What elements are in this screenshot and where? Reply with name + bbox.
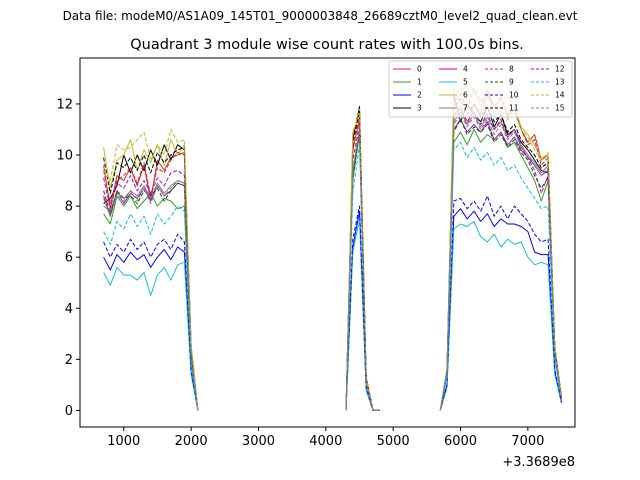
y-tick-label: 10 [56, 149, 73, 164]
legend-label-10: 10 [509, 91, 519, 100]
legend-label-8: 8 [509, 65, 514, 74]
x-tick-label: 7000 [511, 434, 544, 449]
y-tick-label: 2 [65, 353, 73, 368]
y-tick-label: 6 [65, 251, 73, 266]
series-11-line [103, 146, 199, 411]
series-12-line [103, 169, 199, 411]
legend-label-15: 15 [555, 104, 565, 113]
legend-label-5: 5 [463, 78, 468, 87]
x-axis: 1000 2000 3000 4000 5000 6000 7000 [107, 427, 544, 449]
chart-title: Quadrant 3 module wise count rates with … [130, 37, 524, 53]
legend-label-1: 1 [417, 78, 422, 87]
legend-label-7: 7 [463, 104, 468, 113]
series-2-line [103, 246, 199, 411]
legend-label-2: 2 [417, 91, 422, 100]
series-9-line [439, 118, 562, 411]
legend-label-11: 11 [509, 104, 519, 113]
series-13-line [439, 141, 562, 411]
legend-label-0: 0 [417, 65, 422, 74]
suptitle: Data file: modeM0/AS1A09_145T01_90000038… [63, 9, 578, 23]
legend-label-14: 14 [555, 91, 565, 100]
legend-label-12: 12 [555, 65, 565, 74]
legend-box [388, 60, 573, 118]
legend-label-13: 13 [555, 78, 565, 87]
legend-label-9: 9 [509, 78, 514, 87]
x-tick-label: 2000 [175, 434, 208, 449]
axes-frame [79, 57, 576, 428]
y-tick-label: 4 [65, 302, 73, 317]
legend-label-3: 3 [417, 104, 422, 113]
series-13-line [103, 205, 199, 411]
series-8-line [103, 152, 199, 411]
x-tick-label: 4000 [309, 434, 342, 449]
series-14-line [103, 129, 199, 411]
series-15-line [103, 180, 199, 411]
x-tick-label: 5000 [377, 434, 410, 449]
series-5-line [439, 220, 562, 411]
y-tick-label: 12 [56, 97, 73, 112]
series-15-line [345, 129, 380, 411]
series-7-line [103, 180, 199, 411]
x-axis-offset: +3.3689e8 [502, 455, 575, 470]
series-1-line [103, 192, 199, 411]
series-10-line [103, 233, 199, 411]
series-10-line [439, 195, 562, 411]
series-9-line [103, 182, 199, 411]
series-5-line [103, 261, 199, 411]
x-tick-label: 6000 [444, 434, 477, 449]
x-tick-label: 3000 [242, 434, 275, 449]
x-tick-label: 1000 [107, 434, 140, 449]
y-tick-label: 0 [65, 404, 73, 419]
y-tick-label: 8 [65, 200, 73, 215]
series-2-line [439, 208, 562, 411]
y-axis: 0 2 4 6 8 10 12 [56, 97, 80, 419]
series-15-line [439, 113, 562, 411]
legend-label-6: 6 [463, 91, 468, 100]
series-14-line [345, 108, 380, 411]
legend-label-4: 4 [463, 65, 468, 74]
